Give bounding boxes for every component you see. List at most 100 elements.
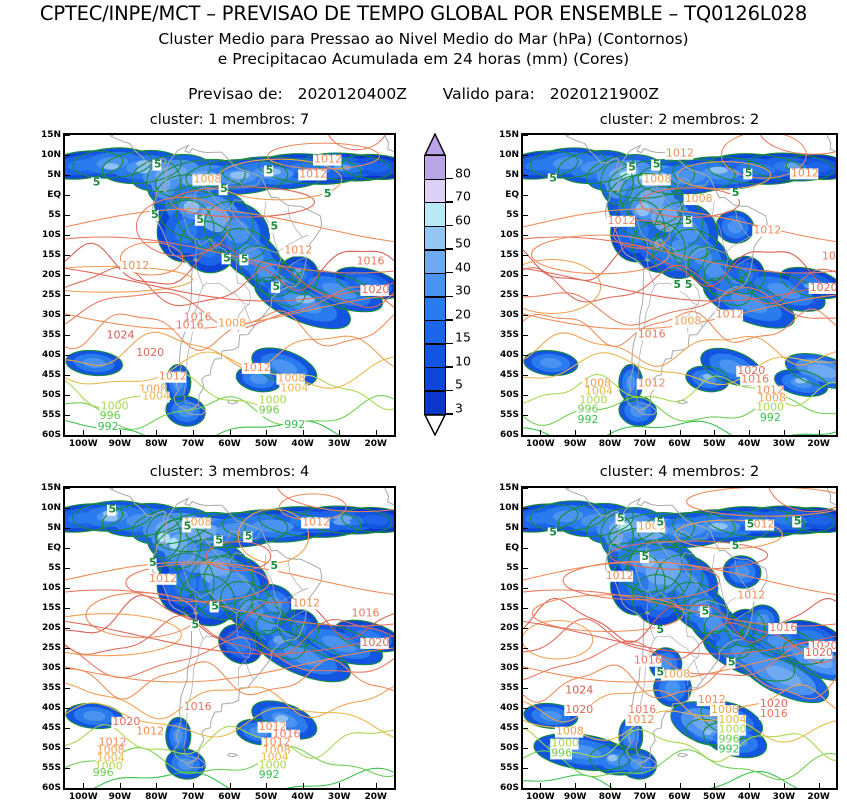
y-axis-tick [523,415,528,416]
y-axis-label-15S: 15S [41,603,61,613]
y-axis-label-15N: 15N [498,483,519,493]
y-axis-label-30S: 30S [41,310,61,320]
panel-title-cluster-2: cluster: 2 membros: 2 [599,112,760,128]
country-borders [181,177,309,406]
svg-text:1012: 1012 [99,736,127,749]
y-axis-label-15S: 15S [499,603,519,613]
svg-text:5: 5 [732,186,740,199]
svg-text:1016: 1016 [352,606,380,619]
y-axis-label-10N: 10N [498,503,519,513]
y-axis-tick [65,588,70,589]
y-axis-label-20S: 20S [41,623,61,633]
svg-text:5: 5 [702,604,710,617]
forecast-from-value: 2020120400Z [297,85,407,103]
x-axis-label-90W: 90W [108,439,132,449]
x-axis-label-80W: 80W [145,439,168,449]
svg-text:5: 5 [794,515,802,528]
y-axis-label-60S: 60S [41,430,61,440]
x-axis-tick [339,430,341,435]
y-axis-label-10S: 10S [499,230,519,240]
y-axis-tick [523,728,528,729]
y-axis-tick [65,568,70,569]
svg-text:992: 992 [284,418,305,431]
x-axis-label-20W: 20W [364,439,387,449]
colorbar-tick [446,319,453,321]
y-axis-tick [65,215,70,216]
y-axis-tick [523,175,528,176]
x-axis-label-50W: 50W [703,439,726,449]
y-axis-label-EQ: EQ [505,190,519,200]
y-axis-label-5N: 5N [505,170,519,180]
y-axis-label-35S: 35S [41,330,61,340]
svg-text:1012: 1012 [698,693,726,706]
y-axis-tick [65,435,70,436]
map-panel-cluster-2[interactable]: 1012101210081008101210121016102010121008… [521,133,838,437]
svg-text:1016: 1016 [184,700,212,713]
svg-text:1012: 1012 [121,259,149,272]
colorbar-tick [446,389,453,392]
colorbar-tick [446,224,453,227]
x-axis-tick [818,783,820,788]
svg-text:1004: 1004 [261,750,289,763]
svg-text:1024: 1024 [565,683,593,696]
colorbar-band-60 [424,202,446,227]
svg-text:1004: 1004 [280,382,308,395]
colorbar-divider [424,178,446,180]
svg-text:5: 5 [223,251,231,264]
x-axis-label-100W: 100W [526,439,555,449]
y-axis-label-40S: 40S [41,350,61,360]
country-borders [633,530,755,759]
x-axis-tick [156,430,158,435]
y-axis-tick [523,628,528,629]
svg-text:5: 5 [241,252,249,265]
x-axis-tick [375,430,377,435]
svg-text:1000: 1000 [756,400,784,413]
x-axis-tick [644,783,646,788]
map-panel-cluster-3[interactable]: 1008 1012 1012 1012 1016 1020 1016 1020 1012 1012… [63,486,396,790]
colorbar-divider [424,296,446,298]
svg-text:1012: 1012 [263,736,291,749]
svg-text:1012: 1012 [638,377,666,390]
colorbar-band-30 [424,272,446,297]
y-axis-label-50S: 50S [41,743,61,753]
svg-text:1008: 1008 [583,377,611,390]
x-axis-label-40W: 40W [737,439,761,449]
y-axis-label-EQ: EQ [47,190,61,200]
svg-text:1000: 1000 [259,393,287,406]
svg-text:1012: 1012 [606,569,634,582]
y-axis-tick [523,135,528,136]
svg-text:996: 996 [93,766,114,779]
svg-text:5: 5 [549,525,557,538]
y-axis-label-20S: 20S [41,270,61,280]
map-panel-cluster-1[interactable]: 1012 1008 1012 1012 1012 1016 1020 1016 1016 1008… [63,133,396,437]
pressure-isobars [523,488,836,788]
y-axis-tick [65,608,70,609]
svg-text:996: 996 [578,402,599,415]
institution-title: CPTEC/INPE/MCT – PREVISAO DE TEMPO GLOBA… [39,2,808,25]
y-axis-label-5N: 5N [47,170,61,180]
svg-text:992: 992 [98,420,119,433]
y-axis-tick [65,668,70,669]
colorbar-band-80 [424,155,446,179]
y-axis-label-55S: 55S [499,763,519,773]
svg-text:1000: 1000 [551,737,579,750]
y-axis-label-25S: 25S [499,290,519,300]
svg-text:1012: 1012 [756,384,784,397]
svg-text:1008: 1008 [277,372,305,385]
map-panel-cluster-4[interactable]: 1012 1008 1012 1012 1016 1020 1016 1008 1020 1024… [521,486,838,790]
y-axis-tick [65,175,70,176]
svg-text:5: 5 [184,519,192,532]
y-axis-tick [65,748,70,749]
y-axis-tick [523,508,528,509]
y-axis-label-15N: 15N [40,483,61,493]
svg-text:5: 5 [211,599,219,612]
x-axis-label-80W: 80W [598,439,622,449]
svg-text:1008: 1008 [643,172,671,185]
colorbar-band-3 [424,390,446,415]
colorbar-tick [446,342,453,345]
svg-text:1016: 1016 [769,621,797,634]
x-axis-tick [192,783,194,788]
colorbar-tick-label-80: 80 [455,165,471,181]
